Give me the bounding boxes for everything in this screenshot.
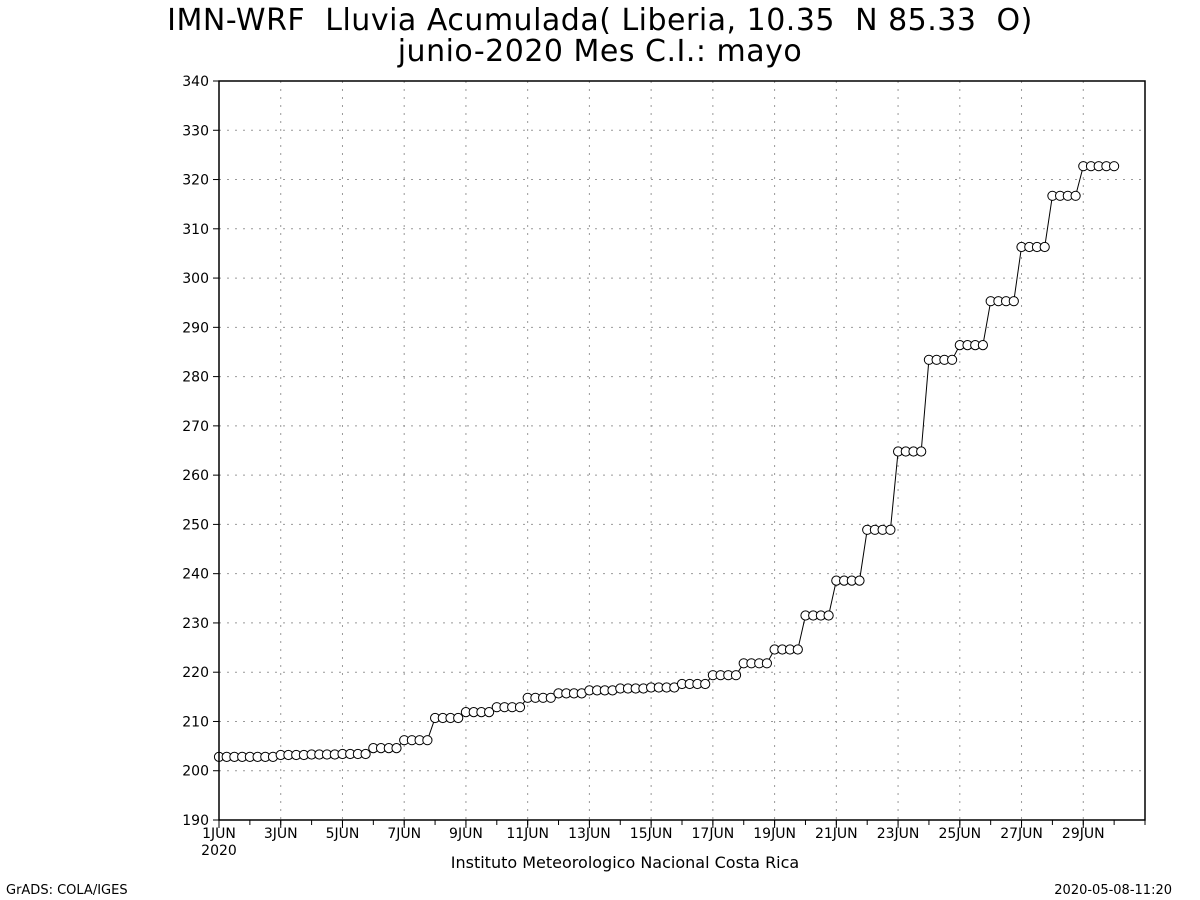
data-point <box>360 748 371 760</box>
y-tick-label: 240 <box>182 567 209 583</box>
y-tick-label: 270 <box>182 419 209 435</box>
y-tick-label: 210 <box>182 714 209 730</box>
data-point <box>484 707 495 718</box>
series-accumulated-rain <box>213 161 1120 763</box>
x-tick-label: 27JUN <box>1000 826 1043 842</box>
data-point <box>947 354 958 365</box>
data-point <box>792 644 803 655</box>
y-tick-label: 290 <box>182 320 209 336</box>
x-tick-label: 9JUN <box>449 826 483 842</box>
data-point <box>422 735 433 746</box>
chart-title: IMN-WRF Lluvia Acumulada( Liberia, 10.35… <box>167 3 1033 38</box>
y-tick-label: 340 <box>182 74 209 90</box>
y-tick-label: 280 <box>182 370 209 386</box>
data-point <box>977 340 989 351</box>
data-point <box>1070 190 1081 201</box>
data-point <box>1039 241 1050 253</box>
y-tick-label: 260 <box>182 468 209 484</box>
x-tick-label: 3JUN <box>264 826 298 842</box>
institution-label: Instituto Meteorologico Nacional Costa R… <box>450 853 800 872</box>
y-tick-label: 230 <box>182 616 209 632</box>
data-point <box>761 658 773 669</box>
chart-subtitle: junio-2020 Mes C.I.: mayo <box>397 34 803 69</box>
y-tick-label: 200 <box>182 764 209 780</box>
data-point <box>514 702 526 713</box>
data-point <box>854 575 865 586</box>
y-tick-label: 300 <box>182 271 209 287</box>
data-point <box>1008 296 1019 307</box>
y-tick-label: 330 <box>182 123 209 139</box>
data-point <box>391 743 402 754</box>
timestamp-label: 2020-05-08-11:20 <box>1054 883 1172 898</box>
x-tick-label: 25JUN <box>938 826 981 842</box>
x-tick-label: 5JUN <box>326 826 360 842</box>
y-tick-label: 250 <box>182 517 209 533</box>
y-tick-label: 220 <box>182 665 209 681</box>
x-tick-label: 29JUN <box>1062 826 1105 842</box>
y-tick-label: 190 <box>182 813 209 829</box>
x-tick-label: 13JUN <box>568 826 611 842</box>
data-point <box>730 670 742 681</box>
data-point <box>823 610 834 621</box>
x-tick-label: 21JUN <box>815 826 858 842</box>
data-point <box>1109 161 1120 172</box>
x-axis: 1JUN 3JUN 5JUN 7JUN 9JUN 11JUN 13JUN 15JUN 17JUN… <box>201 820 1146 859</box>
x-tick-label: 7JUN <box>387 826 421 842</box>
data-point <box>885 524 896 535</box>
x-tick-label: 1JUN <box>202 826 236 842</box>
y-axis: 190 200 210 220 230 240 250 260 270 280 290 300 310 3… <box>182 74 219 829</box>
y-tick-label: 310 <box>182 222 209 238</box>
x-tick-label: 23JUN <box>877 826 920 842</box>
plot-frame <box>218 80 1146 821</box>
y-tick-label: 320 <box>182 173 209 189</box>
data-point <box>700 678 711 690</box>
data-point <box>453 712 464 724</box>
x-tick-label: 19JUN <box>753 826 796 842</box>
x-tick-label: 15JUN <box>630 826 673 842</box>
x-tick-label: 17JUN <box>692 826 735 842</box>
series-line <box>219 165 1115 758</box>
x-year-label: 2020 <box>201 843 237 859</box>
grid-lines <box>219 81 1145 820</box>
x-tick-label: 11JUN <box>506 826 549 842</box>
grads-credit: GrADS: COLA/IGES <box>6 883 128 898</box>
data-point <box>545 692 556 703</box>
data-point <box>916 446 927 457</box>
